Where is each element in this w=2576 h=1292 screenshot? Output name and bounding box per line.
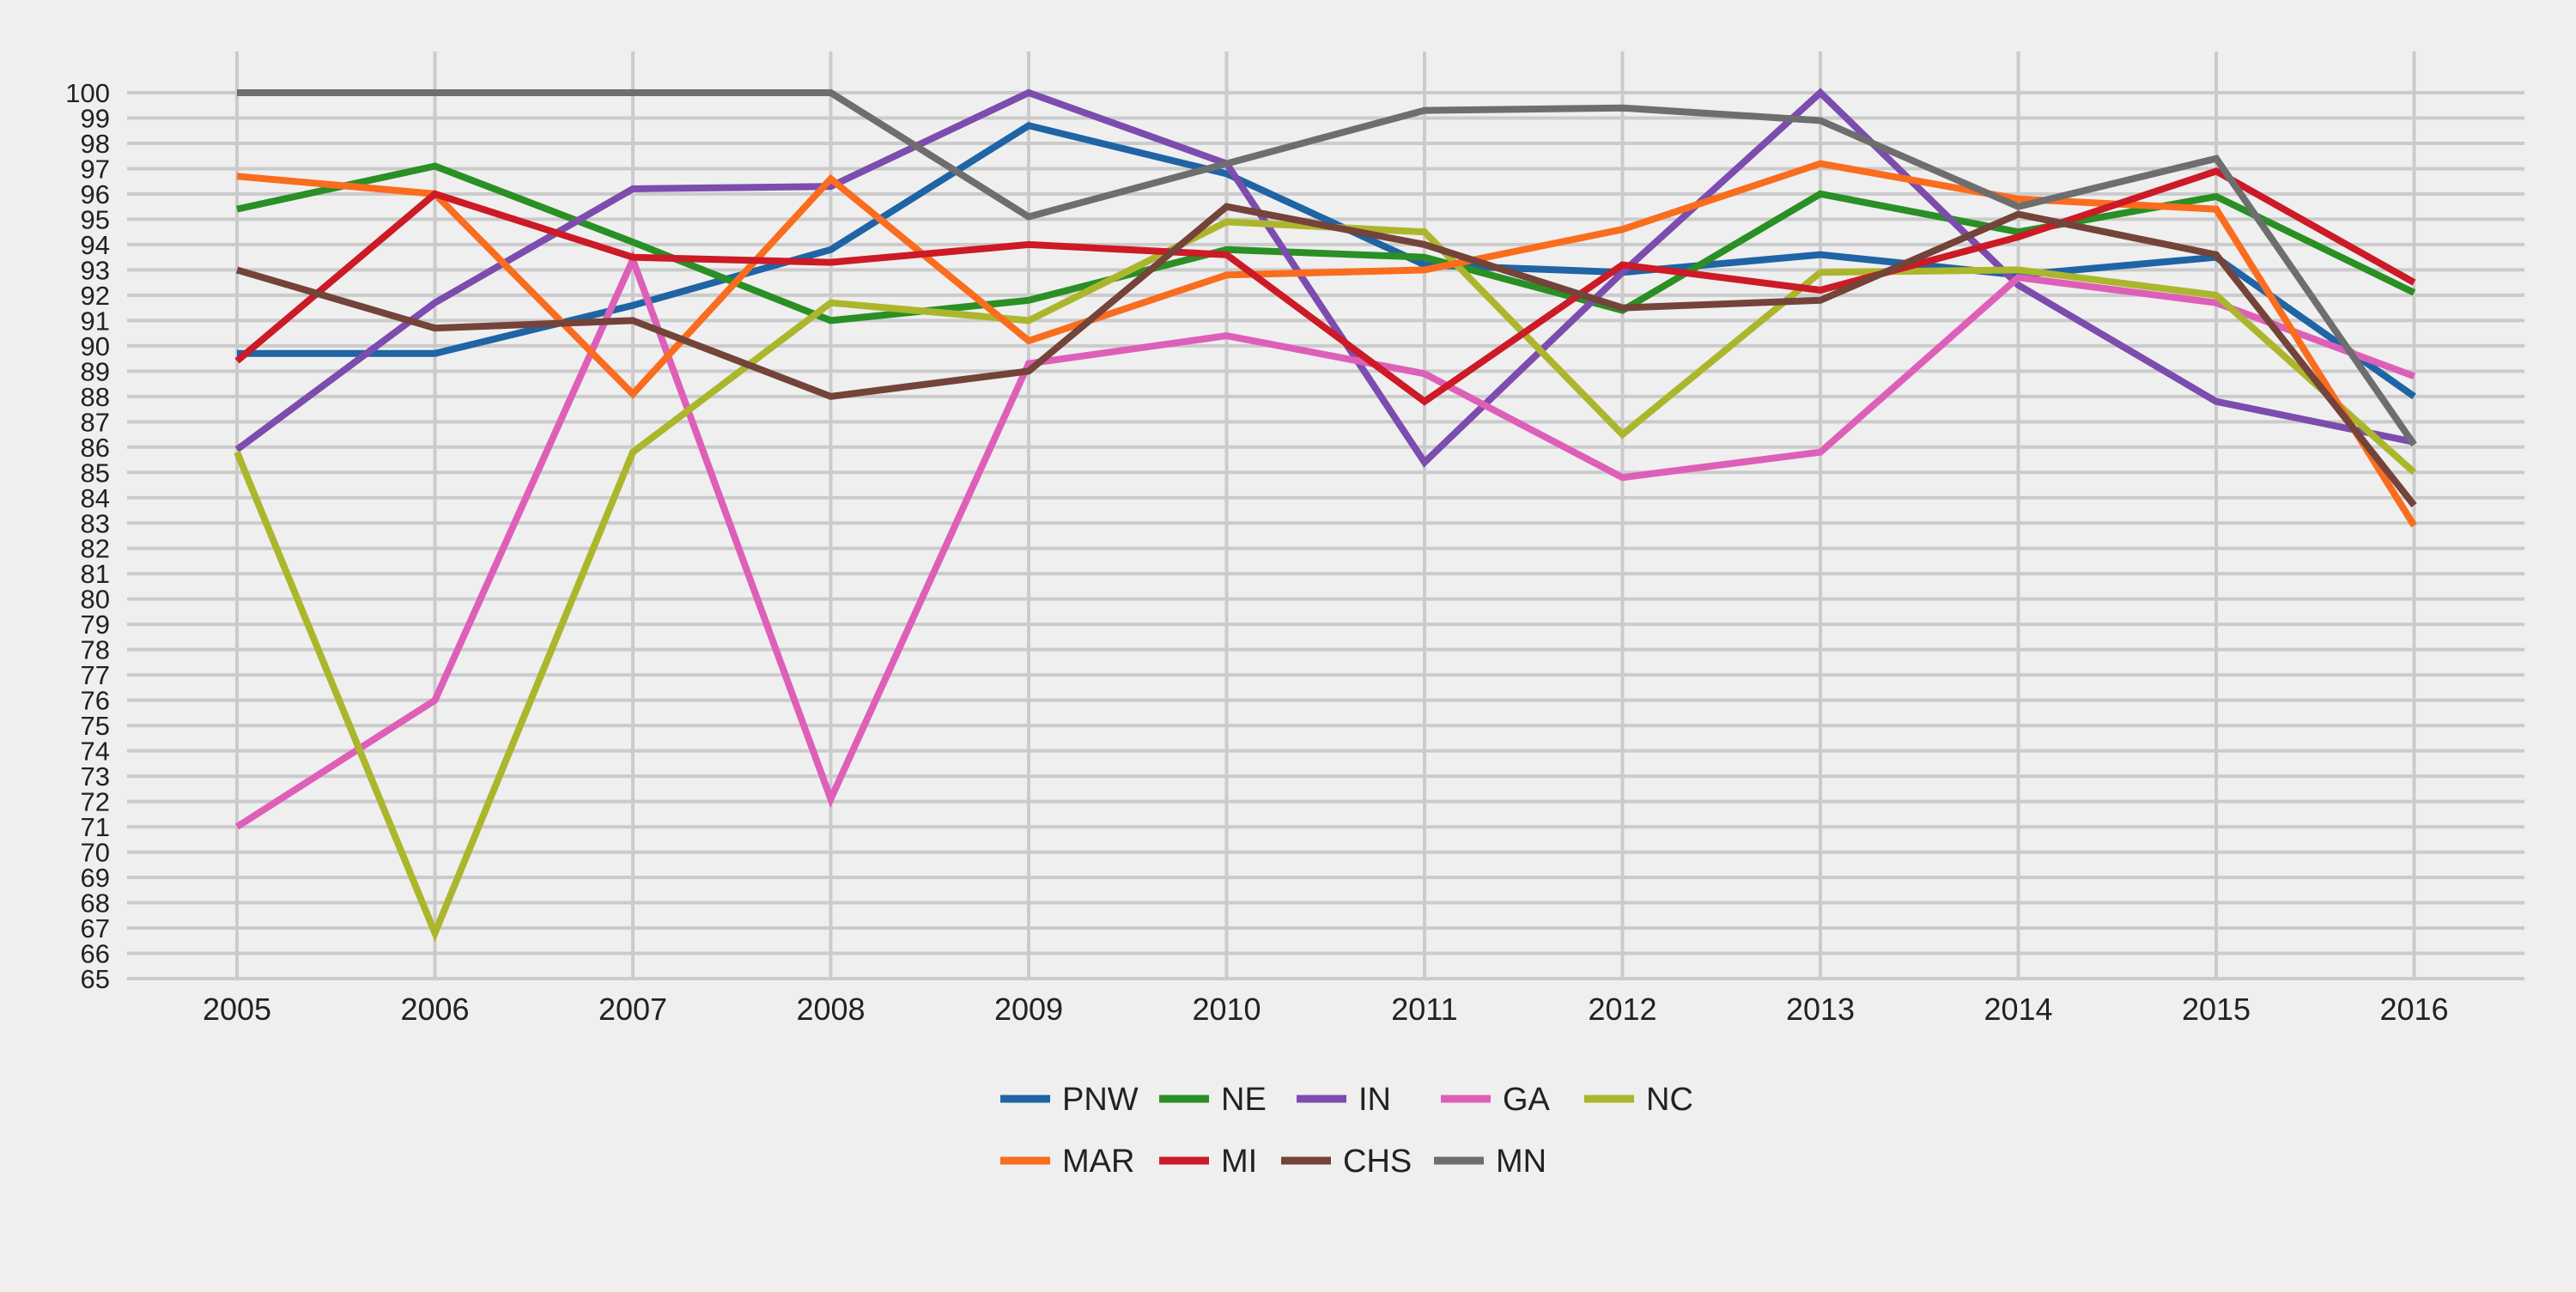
legend: PNW NE IN GA NC MAR MI CHS MN (1000, 1082, 1693, 1180)
y-tick-label: 82 (81, 534, 110, 564)
y-tick-label: 65 (81, 964, 110, 994)
y-tick-label: 91 (81, 306, 110, 336)
x-tick-label: 2012 (1588, 992, 1656, 1027)
x-tick-label: 2016 (2379, 992, 2448, 1027)
legend-item-mar: MAR (1000, 1143, 1134, 1180)
y-tick-label: 68 (81, 889, 110, 919)
series-lines (234, 88, 2417, 943)
y-tick-label: 87 (81, 407, 110, 437)
y-tick-label: 99 (81, 103, 110, 133)
legend-label: GA (1503, 1082, 1551, 1118)
y-tick-label: 90 (81, 331, 110, 361)
legend-label: NE (1221, 1082, 1267, 1118)
series-line-in (234, 88, 2415, 468)
legend-label: CHS (1343, 1143, 1412, 1180)
x-tick-label: 2011 (1391, 992, 1457, 1027)
y-tick-label: 88 (81, 382, 110, 412)
legend-label: MI (1221, 1143, 1257, 1180)
x-tick-label: 2015 (2182, 992, 2251, 1027)
y-tick-label: 95 (81, 204, 110, 234)
y-tick-label: 96 (81, 179, 110, 209)
gridlines (127, 52, 2524, 980)
y-tick-label: 75 (81, 711, 110, 741)
y-tick-label: 98 (81, 129, 110, 159)
y-tick-label: 67 (81, 913, 110, 943)
x-tick-label: 2010 (1192, 992, 1261, 1027)
series-line-mi (234, 167, 2416, 406)
legend-item-chs: CHS (1281, 1143, 1412, 1180)
x-axis-tick-labels: 2005 2006 2007 2008 2009 2010 2011 2012 2013 2014… (203, 992, 2449, 1027)
y-tick-label: 77 (81, 660, 110, 690)
legend-label: MAR (1062, 1143, 1134, 1180)
y-tick-label: 69 (81, 863, 110, 893)
legend-item-pnw: PNW (1000, 1082, 1139, 1118)
x-tick-label: 2006 (400, 992, 469, 1027)
x-tick-label: 2007 (598, 992, 667, 1027)
x-tick-label: 2008 (796, 992, 865, 1027)
y-tick-label: 94 (81, 230, 110, 260)
y-tick-label: 78 (81, 635, 110, 665)
series-line-mn (237, 89, 2417, 447)
legend-item-nc: NC (1584, 1082, 1693, 1118)
x-tick-label: 2014 (1984, 992, 2052, 1027)
legend-label: PNW (1062, 1082, 1139, 1118)
legend-label: MN (1496, 1143, 1546, 1180)
series-line-chs (235, 203, 2417, 508)
x-tick-label: 2005 (203, 992, 271, 1027)
y-tick-label: 81 (81, 559, 110, 589)
legend-item-ne: NE (1159, 1082, 1267, 1118)
y-tick-label: 74 (81, 737, 110, 767)
y-tick-label: 71 (81, 812, 110, 842)
y-tick-label: 66 (81, 939, 110, 969)
legend-item-mn: MN (1434, 1143, 1546, 1180)
y-tick-label: 73 (81, 761, 110, 792)
x-tick-label: 2009 (994, 992, 1063, 1027)
y-tick-label: 86 (81, 433, 110, 463)
y-tick-label: 97 (81, 154, 110, 184)
y-axis-tick-labels: 6566676869707172737475767778798081828384… (65, 78, 110, 994)
x-tick-label: 2013 (1786, 992, 1855, 1027)
y-tick-label: 72 (81, 787, 110, 817)
y-tick-label: 92 (81, 281, 110, 311)
y-tick-label: 89 (81, 356, 110, 386)
legend-label: NC (1646, 1082, 1693, 1118)
legend-item-mi: MI (1159, 1143, 1257, 1180)
y-tick-label: 93 (81, 255, 110, 285)
y-tick-label: 79 (81, 610, 110, 640)
series-line-ga (234, 251, 2415, 830)
y-tick-label: 76 (81, 686, 110, 716)
legend-item-in: IN (1297, 1082, 1391, 1118)
y-tick-label: 70 (81, 838, 110, 868)
y-tick-label: 83 (81, 508, 110, 538)
y-tick-label: 100 (65, 78, 110, 108)
legend-item-ga: GA (1441, 1082, 1551, 1118)
y-tick-label: 84 (81, 483, 110, 513)
y-tick-label: 85 (81, 458, 110, 488)
y-tick-label: 80 (81, 585, 110, 615)
legend-label: IN (1358, 1082, 1391, 1118)
